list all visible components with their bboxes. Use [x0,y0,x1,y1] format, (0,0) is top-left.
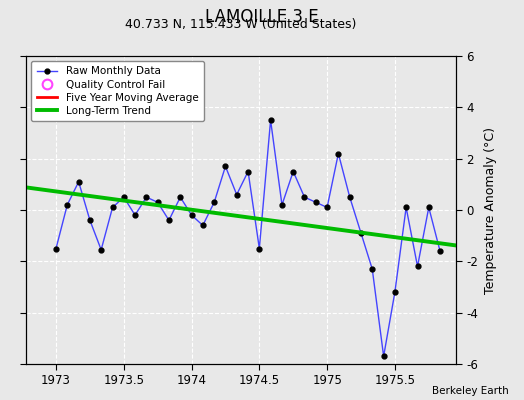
Raw Monthly Data [403,205,409,210]
Raw Monthly Data [132,213,138,218]
Y-axis label: Temperature Anomaly (°C): Temperature Anomaly (°C) [484,126,497,294]
Raw Monthly Data [380,354,387,359]
Raw Monthly Data [358,231,364,236]
Raw Monthly Data [75,179,82,184]
Raw Monthly Data [392,290,398,294]
Raw Monthly Data [290,169,297,174]
Raw Monthly Data [177,195,183,200]
Raw Monthly Data [53,246,59,251]
Legend: Raw Monthly Data, Quality Control Fail, Five Year Moving Average, Long-Term Tren: Raw Monthly Data, Quality Control Fail, … [31,61,204,121]
Raw Monthly Data [267,118,274,122]
Raw Monthly Data [87,218,93,223]
Raw Monthly Data [324,205,330,210]
Raw Monthly Data [256,246,263,251]
Raw Monthly Data [121,195,127,200]
Raw Monthly Data [425,205,432,210]
Raw Monthly Data [279,202,285,207]
Raw Monthly Data [211,200,217,205]
Raw Monthly Data [335,151,342,156]
Raw Monthly Data [437,249,443,254]
Raw Monthly Data [64,202,70,207]
Raw Monthly Data [166,218,172,223]
Raw Monthly Data [143,195,149,200]
Line: Raw Monthly Data: Raw Monthly Data [53,118,442,359]
Raw Monthly Data [222,164,228,169]
Raw Monthly Data [313,200,319,205]
Text: Berkeley Earth: Berkeley Earth [432,386,508,396]
Raw Monthly Data [245,169,251,174]
Raw Monthly Data [189,213,195,218]
Text: LAMOILLE 3 E: LAMOILLE 3 E [205,8,319,26]
Raw Monthly Data [301,195,308,200]
Raw Monthly Data [155,200,161,205]
Raw Monthly Data [414,264,421,269]
Raw Monthly Data [200,223,206,228]
Raw Monthly Data [110,205,116,210]
Title: 40.733 N, 115.433 W (United States): 40.733 N, 115.433 W (United States) [125,18,357,31]
Raw Monthly Data [98,247,104,252]
Raw Monthly Data [369,267,375,272]
Raw Monthly Data [234,192,240,197]
Raw Monthly Data [346,195,353,200]
